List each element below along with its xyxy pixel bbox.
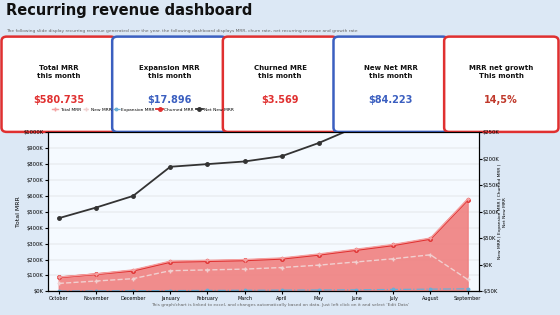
New MRR xyxy=(204,268,211,272)
FancyBboxPatch shape xyxy=(334,37,448,132)
Text: Churned MRE
this month: Churned MRE this month xyxy=(254,65,306,79)
New MRR xyxy=(55,282,62,285)
Expansion MRR xyxy=(167,289,174,292)
FancyBboxPatch shape xyxy=(2,37,116,132)
Line: Expansion MRR: Expansion MRR xyxy=(58,288,469,292)
Expansion MRR xyxy=(92,289,99,293)
Net New MRR xyxy=(204,162,211,166)
Churned MRR xyxy=(167,260,174,264)
Total MRR xyxy=(316,252,323,256)
New MRR xyxy=(278,266,285,269)
Total MRR xyxy=(55,275,62,279)
Line: Net New MRR: Net New MRR xyxy=(57,88,469,220)
Text: New Net MRR
this month: New Net MRR this month xyxy=(363,65,418,79)
Text: Expansion MRR
this month: Expansion MRR this month xyxy=(139,65,200,79)
Text: This graph/chart is linked to excel, and changes automatically based on data. Ju: This graph/chart is linked to excel, and… xyxy=(151,303,409,307)
Total MRR xyxy=(204,259,211,262)
Net New MRR xyxy=(353,125,360,129)
Expansion MRR xyxy=(130,289,137,293)
Net New MRR xyxy=(464,117,471,121)
Churned MRR xyxy=(55,276,62,279)
Churned MRR xyxy=(92,272,99,276)
Total MRR xyxy=(390,243,396,246)
Legend: Total MRR, New MRR, Expansion MRR, Churned MRR, Net New MRR: Total MRR, New MRR, Expansion MRR, Churn… xyxy=(50,106,236,113)
Churned MRR xyxy=(130,269,137,272)
Churned MRR xyxy=(464,198,471,202)
New MRR xyxy=(390,257,396,261)
New MRR xyxy=(92,279,99,283)
Churned MRR xyxy=(390,243,396,247)
Total MRR xyxy=(241,258,248,261)
Y-axis label: Total MRR: Total MRR xyxy=(16,197,21,227)
Expansion MRR xyxy=(55,289,62,293)
New MRR xyxy=(167,269,174,272)
Text: $580.735: $580.735 xyxy=(33,95,84,105)
FancyBboxPatch shape xyxy=(223,37,337,132)
Total MRR xyxy=(427,236,434,240)
New MRR xyxy=(130,277,137,281)
Net New MRR xyxy=(278,154,285,158)
New MRR xyxy=(427,253,434,257)
Text: Total MRR
this month: Total MRR this month xyxy=(37,65,81,79)
Expansion MRR xyxy=(464,287,471,291)
Net New MRR xyxy=(390,109,396,113)
Expansion MRR xyxy=(204,289,211,292)
Churned MRR xyxy=(316,253,323,257)
Churned MRR xyxy=(241,259,248,262)
Expansion MRR xyxy=(390,288,396,291)
Total MRR xyxy=(464,197,471,201)
Total MRR xyxy=(130,268,137,272)
Net New MRR xyxy=(130,194,137,198)
Total MRR xyxy=(353,247,360,251)
FancyBboxPatch shape xyxy=(112,37,226,132)
Total MRR xyxy=(278,256,285,260)
Line: New MRR: New MRR xyxy=(57,253,470,285)
Text: The following slide display recurring revenue generated over the year. the follo: The following slide display recurring re… xyxy=(6,29,357,32)
Text: $84.223: $84.223 xyxy=(368,95,413,105)
Text: $3.569: $3.569 xyxy=(262,95,298,105)
Expansion MRR xyxy=(427,287,434,291)
Y-axis label: New MRR | Expansion MRR | Churned MRR |
Net New MRR: New MRR | Expansion MRR | Churned MRR | … xyxy=(498,164,507,260)
Net New MRR xyxy=(167,165,174,169)
Net New MRR xyxy=(316,141,323,145)
Line: Churned MRR: Churned MRR xyxy=(57,198,469,279)
Text: MRR net growth
This month: MRR net growth This month xyxy=(469,65,534,79)
Net New MRR xyxy=(427,88,434,92)
New MRR xyxy=(464,278,471,281)
Net New MRR xyxy=(55,216,62,220)
Line: Total MRR: Total MRR xyxy=(57,197,470,279)
New MRR xyxy=(316,263,323,267)
Expansion MRR xyxy=(316,288,323,292)
Text: $17.896: $17.896 xyxy=(147,95,192,105)
Expansion MRR xyxy=(241,288,248,292)
Total MRR xyxy=(167,259,174,263)
New MRR xyxy=(353,260,360,264)
Net New MRR xyxy=(92,206,99,209)
Churned MRR xyxy=(204,259,211,263)
Text: Recurring revenue dashboard: Recurring revenue dashboard xyxy=(6,3,252,18)
FancyBboxPatch shape xyxy=(444,37,558,132)
Text: 14,5%: 14,5% xyxy=(484,95,518,105)
Churned MRR xyxy=(353,248,360,252)
Net New MRR xyxy=(241,160,248,163)
Expansion MRR xyxy=(278,288,285,292)
Total MRR xyxy=(92,272,99,276)
New MRR xyxy=(241,267,248,271)
Expansion MRR xyxy=(353,288,360,292)
Churned MRR xyxy=(278,257,285,261)
Churned MRR xyxy=(427,237,434,241)
